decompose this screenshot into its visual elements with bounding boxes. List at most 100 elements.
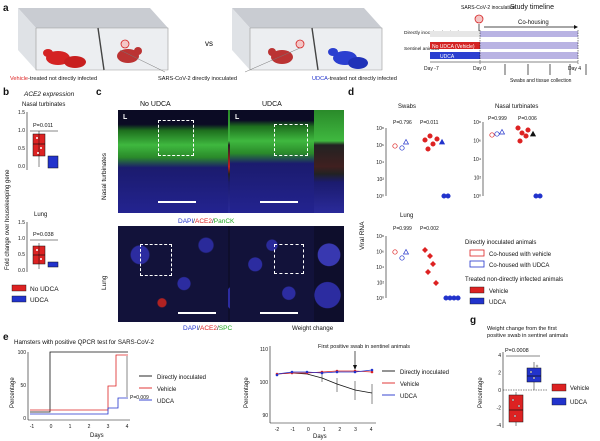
nasal-boxplot bbox=[26, 112, 59, 170]
panel-g-pval: P=0.0008 bbox=[505, 348, 529, 354]
panel-b-letter: b bbox=[3, 87, 9, 98]
swabs-point bbox=[402, 138, 410, 145]
lung-point bbox=[433, 280, 439, 286]
swabs-p1: P=0.796 bbox=[393, 120, 412, 126]
svg-text:Directly inoculated animals: Directly inoculated animals bbox=[465, 240, 536, 246]
cohousing-bar-top bbox=[480, 31, 578, 37]
d-lung-tick: 10⁸ bbox=[376, 234, 384, 240]
panel-a-letter: a bbox=[3, 3, 9, 14]
lung-pval: P=0.038 bbox=[33, 232, 54, 238]
panel-f-legend: Directly inoculated Vehicle UDCA bbox=[382, 370, 449, 400]
nasal-pval: P=0.011 bbox=[33, 123, 53, 129]
g-y-tick: -4 bbox=[497, 423, 502, 429]
nasal-y-tick: 1.5 bbox=[18, 110, 25, 116]
panel-e-ticks: 100 50 0 -1 0 1 2 3 4 bbox=[18, 350, 129, 430]
g-y-tick: 0 bbox=[498, 388, 501, 394]
f-y-tick: 100 bbox=[260, 380, 269, 386]
panel-f-ylabel: Percentage bbox=[244, 377, 250, 408]
nasal-point bbox=[498, 128, 506, 135]
panel-g-legend: Vehicle UDCA bbox=[551, 383, 590, 406]
lung-point bbox=[422, 247, 428, 253]
e-x-tick: 2 bbox=[88, 424, 91, 430]
udca-bar-label: UDCA bbox=[440, 54, 455, 60]
nasal-point bbox=[537, 193, 543, 199]
panel-e-curves bbox=[27, 351, 130, 421]
d-nasal-tick: 10⁰ bbox=[473, 194, 481, 200]
svg-text:Directly inoculated: Directly inoculated bbox=[157, 375, 206, 381]
e-x-tick: -1 bbox=[30, 424, 35, 430]
day0-label: Day 0 bbox=[473, 66, 486, 72]
lung-point bbox=[455, 295, 461, 301]
svg-text:Vehicle: Vehicle bbox=[570, 386, 590, 392]
e-y-tick: 0 bbox=[23, 416, 26, 422]
lung-y-tick: 0.5 bbox=[18, 252, 25, 258]
swabs-point bbox=[430, 141, 436, 147]
d-lung-tick: 10⁶ bbox=[376, 250, 384, 256]
day4-label: Day 4 bbox=[568, 66, 581, 72]
nasal-p2: P=0.006 bbox=[518, 116, 537, 122]
viral-rna-ylabel: Viral RNA bbox=[359, 221, 366, 250]
swabs-point bbox=[392, 143, 398, 149]
svg-text:No UDCA: No UDCA bbox=[30, 286, 59, 293]
panel-e-pval: P=0.009 bbox=[130, 395, 149, 401]
nasal-point bbox=[525, 127, 531, 133]
lung-point bbox=[427, 253, 433, 259]
swabs-point bbox=[425, 146, 431, 152]
d-lung-tick: 10² bbox=[377, 281, 385, 287]
cage-udca-illustration bbox=[232, 8, 383, 71]
g-y-tick: 4 bbox=[498, 353, 501, 359]
d-nasal-tick: 10⁸ bbox=[473, 120, 481, 126]
nasal-point bbox=[517, 138, 523, 144]
inoculation-label: SARS-CoV-2 inoculation bbox=[461, 5, 516, 11]
nasal-row-label: Nasal turbinates bbox=[101, 152, 108, 200]
swabs-point bbox=[445, 193, 451, 199]
nasal-no-udca-micrograph: L bbox=[118, 110, 228, 213]
nasal-p1: P=0.999 bbox=[488, 116, 507, 122]
vehicle-bar bbox=[430, 42, 480, 49]
swabs-point bbox=[399, 145, 405, 151]
first-positive-annotation: First positive swab in sentinel animals bbox=[318, 344, 410, 350]
nasal-point bbox=[529, 130, 537, 137]
udca-header: UDCA bbox=[262, 101, 282, 108]
panel-g-letter: g bbox=[470, 315, 476, 326]
lung-boxplot bbox=[26, 222, 59, 272]
virus-icon bbox=[474, 14, 484, 24]
lung-y-tick: 1.0 bbox=[18, 236, 25, 242]
f-x-tick: 3 bbox=[354, 427, 357, 433]
swabs-point bbox=[438, 138, 446, 145]
panel-e-letter: e bbox=[3, 332, 9, 343]
lung-p2: P=0.002 bbox=[420, 226, 439, 232]
lung-row-label: Lung bbox=[101, 275, 108, 290]
swabs-title: Swabs bbox=[398, 104, 416, 110]
panel-f-curves bbox=[269, 346, 376, 424]
panel-f-ticks: 110 100 90 -2 -1 0 1 2 3 4 bbox=[260, 347, 373, 433]
swabs-p2: P=0.011 bbox=[420, 120, 439, 126]
nasal-point bbox=[519, 130, 525, 136]
lung-point bbox=[402, 248, 410, 255]
nasal-y-tick: 0.0 bbox=[18, 164, 25, 170]
svg-text:Co-housed with UDCA: Co-housed with UDCA bbox=[489, 263, 549, 269]
swabs-collection-label: Swabs and tissue collection bbox=[510, 78, 572, 84]
svg-text:Vehicle: Vehicle bbox=[400, 382, 420, 388]
f-x-tick: -2 bbox=[275, 427, 280, 433]
panel-g-ticks: 4 2 0 -2 -4 bbox=[497, 353, 502, 429]
nasal-y-ticks: 1.5 1.0 0.5 0.0 bbox=[18, 110, 25, 170]
svg-text:UDCA: UDCA bbox=[30, 297, 49, 304]
lung-point bbox=[392, 249, 398, 255]
vs-label: vs bbox=[205, 39, 213, 48]
svg-text:Directly inoculated: Directly inoculated bbox=[400, 370, 449, 376]
d-lung-tick: 10⁰ bbox=[376, 296, 384, 302]
panel-e-ylabel: Percentage bbox=[10, 377, 16, 408]
nasal-udca-micrograph: L bbox=[230, 110, 314, 213]
panel-f-title: Weight change bbox=[292, 325, 334, 332]
cohousing-label: Co-housing bbox=[518, 20, 549, 26]
svg-text:Vehicle: Vehicle bbox=[157, 387, 177, 393]
d-lung-tick: 10⁴ bbox=[376, 265, 384, 271]
panel-e-title: Hamsters with positive QPCR test for SAR… bbox=[14, 339, 155, 346]
panel-e-xlabel: Days bbox=[90, 433, 104, 439]
g-y-tick: -2 bbox=[497, 406, 502, 412]
swabs-tick: 10² bbox=[377, 177, 385, 183]
f-x-tick: -1 bbox=[290, 427, 295, 433]
e-x-tick: 3 bbox=[107, 424, 110, 430]
